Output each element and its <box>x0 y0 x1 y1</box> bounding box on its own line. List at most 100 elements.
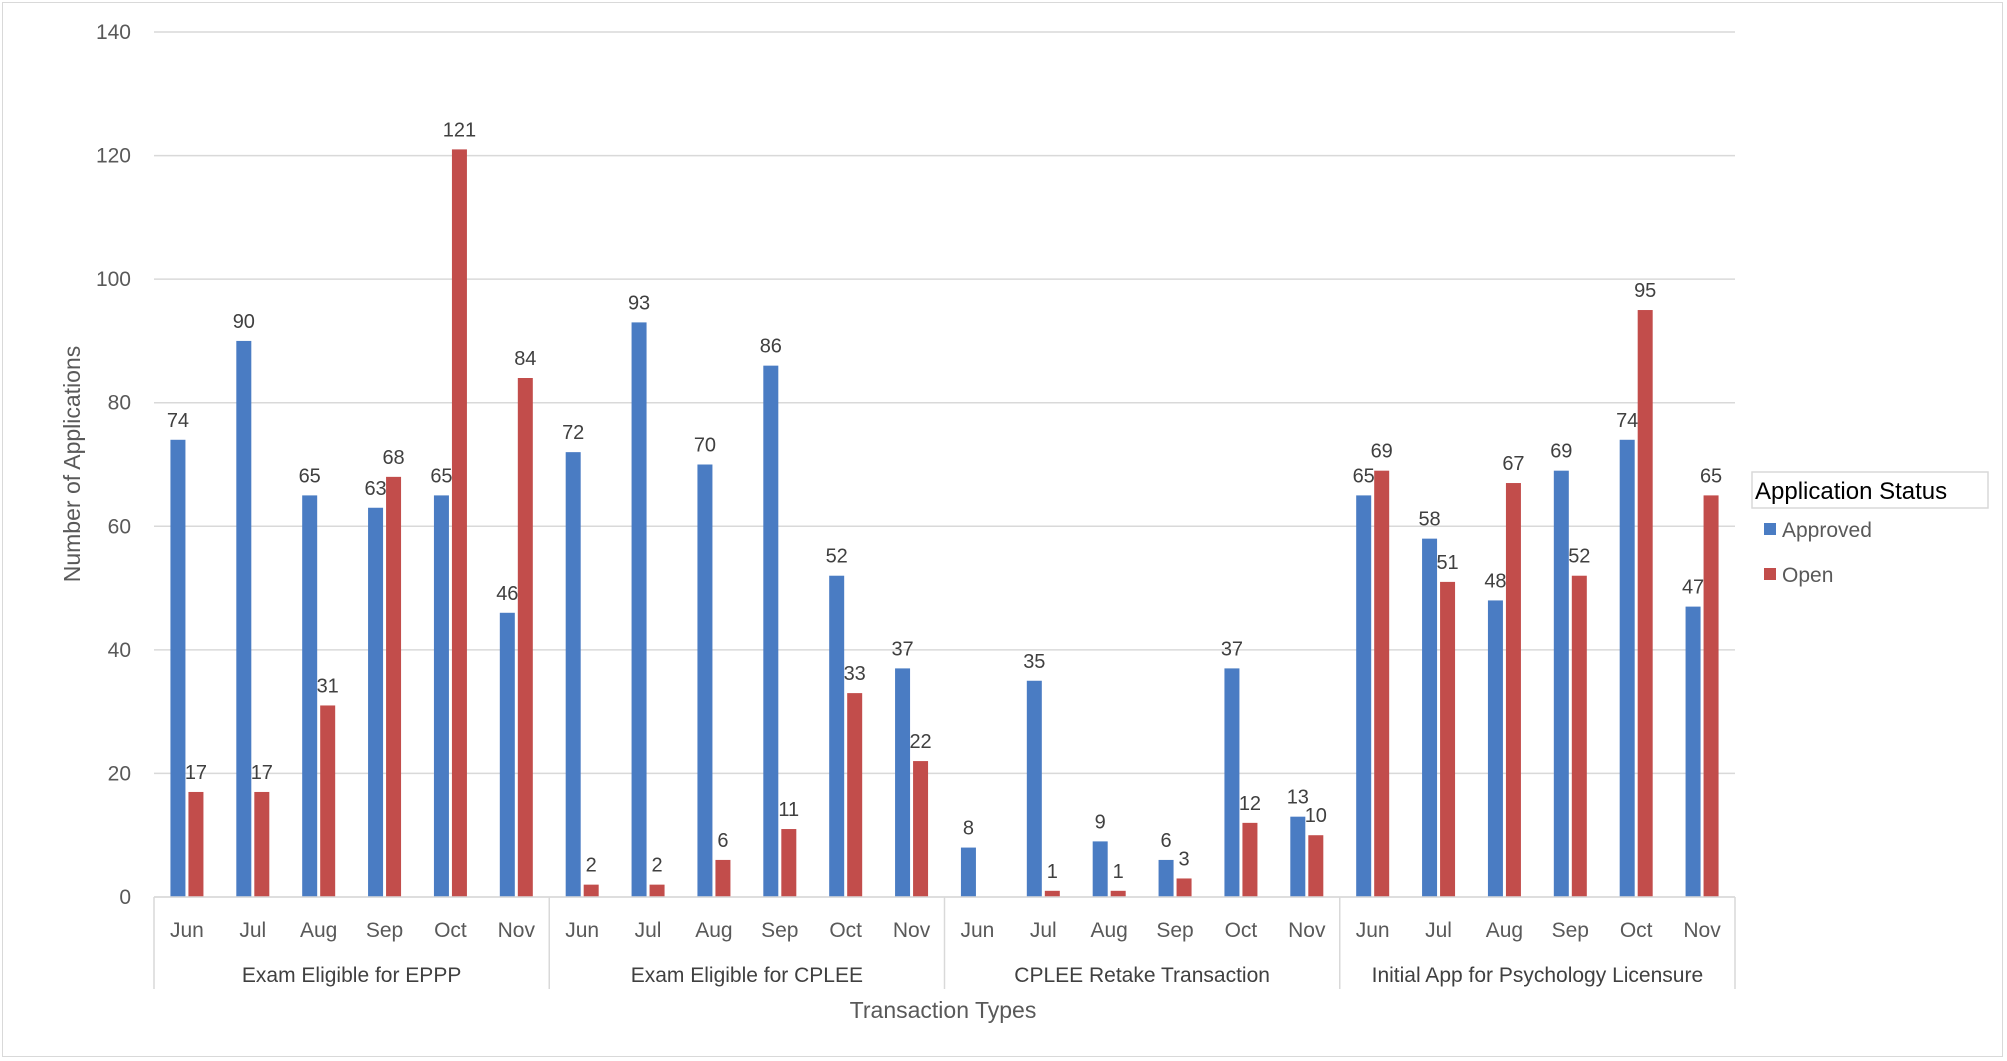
bar-approved <box>1686 607 1701 897</box>
data-label-open: 1 <box>1113 861 1124 883</box>
bar-open <box>518 378 533 897</box>
bar-approved <box>961 848 976 897</box>
bar-approved <box>1356 495 1371 897</box>
x-tick-label: Oct <box>1620 919 1653 942</box>
bar-open <box>715 860 730 897</box>
bar-open <box>1572 576 1587 897</box>
x-tick-label: Sep <box>1156 919 1193 942</box>
data-label-approved: 46 <box>496 583 518 605</box>
data-label-approved: 70 <box>694 435 716 457</box>
bar-open <box>913 761 928 897</box>
data-label-open: 52 <box>1568 546 1590 568</box>
data-label-open: 2 <box>652 855 663 877</box>
x-tick-label: Oct <box>829 919 862 942</box>
y-tick-label-20: 20 <box>108 762 131 785</box>
data-label-open: 121 <box>443 119 476 141</box>
data-label-approved: 35 <box>1023 651 1045 673</box>
group-label: Exam Eligible for CPLEE <box>631 964 863 987</box>
legend-title: Application Status <box>1755 478 1947 505</box>
x-tick-label: Sep <box>761 919 798 942</box>
data-label-approved: 37 <box>1221 638 1243 660</box>
x-tick-label: Jul <box>1425 919 1452 942</box>
data-label-approved: 52 <box>826 546 848 568</box>
bar-open <box>452 149 467 897</box>
y-axis-ticks: 020406080100120140 <box>96 21 131 909</box>
bar-approved <box>434 495 449 897</box>
bar-open <box>650 885 665 897</box>
data-label-approved: 69 <box>1550 441 1572 463</box>
bar-open <box>584 885 599 897</box>
bar-open <box>1704 495 1719 897</box>
data-label-open: 68 <box>382 447 404 469</box>
x-tick-label: Aug <box>1486 919 1523 942</box>
data-label-open: 11 <box>778 799 799 821</box>
data-label-open: 6 <box>717 830 728 852</box>
x-tick-label: Sep <box>366 919 403 942</box>
data-label-open: 95 <box>1634 280 1656 302</box>
data-label-approved: 65 <box>299 465 321 487</box>
bar-approved <box>829 576 844 897</box>
bar-open <box>188 792 203 897</box>
y-tick-label-120: 120 <box>96 145 131 168</box>
bar-approved <box>1620 440 1635 897</box>
bars <box>170 149 1718 897</box>
x-tick-label: Jun <box>1356 919 1390 942</box>
bar-approved <box>1290 817 1305 897</box>
x-tick-label: Nov <box>893 919 931 942</box>
y-axis-title: Number of Applications <box>59 346 85 583</box>
bar-approved <box>1224 668 1239 897</box>
data-label-open: 1 <box>1047 861 1058 883</box>
data-label-open: 17 <box>251 762 273 784</box>
legend-label-approved: Approved <box>1782 519 1872 542</box>
group-label: Exam Eligible for EPPP <box>242 964 461 987</box>
x-tick-label: Jun <box>961 919 995 942</box>
bar-open <box>1045 891 1060 897</box>
data-label-approved: 37 <box>891 638 913 660</box>
data-label-approved: 58 <box>1418 509 1440 531</box>
legend: Application Status Approved Open <box>1752 472 1988 587</box>
y-tick-label-40: 40 <box>108 639 131 662</box>
bar-approved <box>1159 860 1174 897</box>
data-label-open: 10 <box>1305 805 1327 827</box>
bar-approved <box>368 508 383 897</box>
x-tick-label: Jul <box>1030 919 1057 942</box>
data-label-open: 65 <box>1700 465 1722 487</box>
data-label-open: 51 <box>1436 552 1458 574</box>
bar-approved <box>1093 841 1108 897</box>
data-label-open: 67 <box>1502 453 1524 475</box>
x-tick-label: Aug <box>695 919 732 942</box>
bar-open <box>1111 891 1126 897</box>
data-label-open: 33 <box>844 663 866 685</box>
data-label-approved: 9 <box>1095 811 1106 833</box>
y-tick-label-60: 60 <box>108 515 131 538</box>
legend-swatch-approved <box>1764 523 1776 535</box>
x-axis: Exam Eligible for EPPP Jun Jul Aug Sep Oct Nov… <box>154 897 1735 989</box>
bar-approved <box>500 613 515 897</box>
data-label-approved: 93 <box>628 292 650 314</box>
x-tick-label: Nov <box>498 919 536 942</box>
bar-approved <box>895 668 910 897</box>
bar-approved <box>632 322 647 897</box>
bar-approved <box>697 465 712 898</box>
y-tick-label-100: 100 <box>96 268 131 291</box>
legend-label-open: Open <box>1782 564 1833 587</box>
bar-approved <box>1027 681 1042 897</box>
bar-open <box>254 792 269 897</box>
y-tick-label-140: 140 <box>96 21 131 44</box>
data-label-approved: 65 <box>1353 465 1375 487</box>
x-axis-title: Transaction Types <box>850 997 1037 1023</box>
data-label-open: 69 <box>1371 441 1393 463</box>
group-label: CPLEE Retake Transaction <box>1014 964 1270 987</box>
data-label-approved: 65 <box>430 465 452 487</box>
bar-open <box>1177 878 1192 897</box>
bar-approved <box>1554 471 1569 897</box>
data-label-open: 3 <box>1179 848 1190 870</box>
x-tick-label: Jun <box>565 919 599 942</box>
data-label-approved: 90 <box>233 311 255 333</box>
x-tick-label: Aug <box>1091 919 1128 942</box>
bar-approved <box>236 341 251 897</box>
data-label-open: 17 <box>185 762 207 784</box>
bar-open <box>847 693 862 897</box>
data-label-approved: 72 <box>562 422 584 444</box>
bar-open <box>1242 823 1257 897</box>
